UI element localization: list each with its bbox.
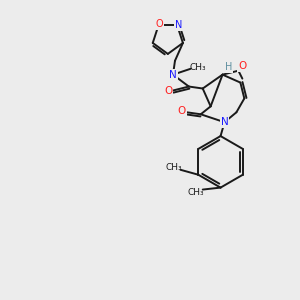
- Text: O: O: [238, 61, 247, 71]
- Text: H: H: [225, 62, 232, 72]
- Text: N: N: [220, 117, 228, 127]
- Text: O: O: [164, 85, 172, 95]
- Text: N: N: [176, 20, 183, 30]
- Text: N: N: [169, 70, 177, 80]
- Text: CH₃: CH₃: [190, 63, 206, 72]
- Text: CH₃: CH₃: [188, 188, 204, 197]
- Text: O: O: [178, 106, 186, 116]
- Text: O: O: [156, 19, 163, 29]
- Text: CH₃: CH₃: [165, 163, 182, 172]
